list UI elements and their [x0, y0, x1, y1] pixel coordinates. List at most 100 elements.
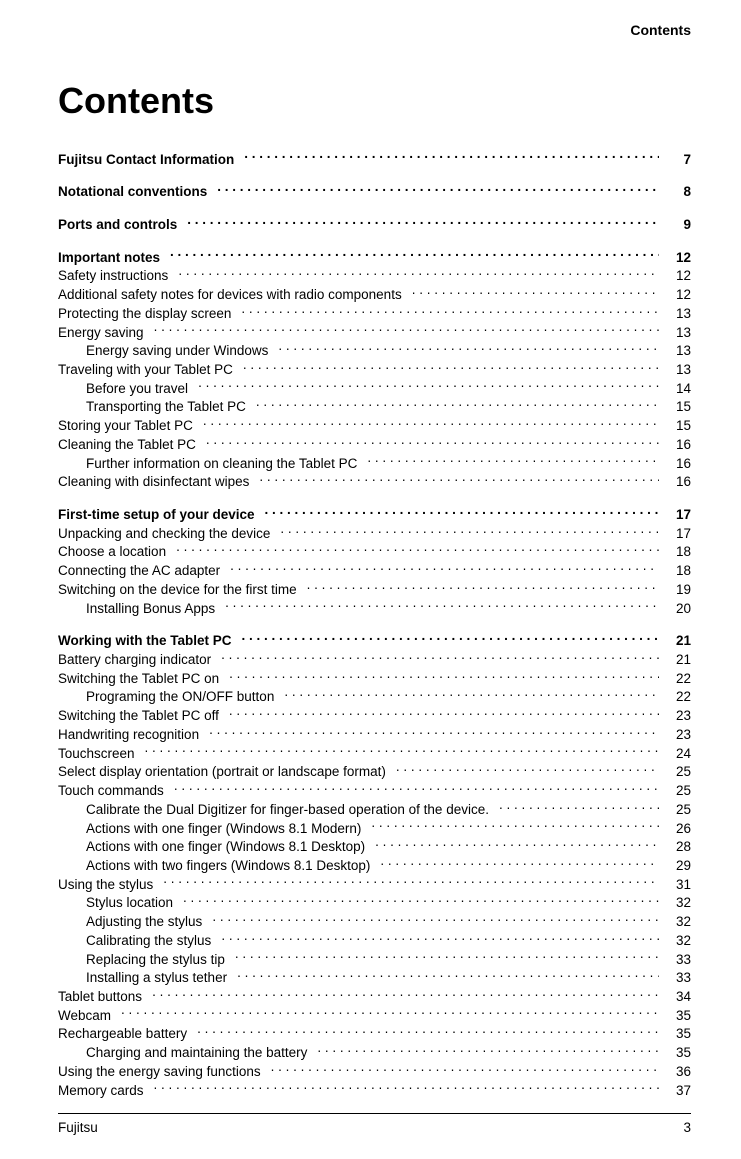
page: Contents Contents Fujitsu Contact Inform…: [0, 0, 741, 1159]
toc-leader-dots: [243, 360, 659, 374]
toc-entry: Cleaning with disinfectant wipes 16: [58, 473, 691, 492]
page-title: Contents: [58, 80, 691, 122]
toc-leader-dots: [230, 562, 659, 576]
toc-entry-label: Replacing the stylus tip: [58, 951, 225, 969]
toc-entry-page: 37: [665, 1082, 691, 1100]
toc-leader-dots: [256, 398, 659, 412]
toc-entry-page: 12: [665, 267, 691, 285]
toc-leader-dots: [242, 632, 659, 646]
toc-entry: Tablet buttons34: [58, 987, 691, 1006]
toc-entry: Programing the ON/OFF button22: [58, 688, 691, 707]
toc-entry-page: 24: [665, 745, 691, 763]
toc-entry: Important notes12: [58, 248, 691, 267]
toc-entry: Webcam35: [58, 1006, 691, 1025]
toc-section: Notational conventions8: [58, 183, 691, 202]
toc-entry: Battery charging indicator21: [58, 651, 691, 670]
toc-entry-page: 16: [665, 455, 691, 473]
toc-leader-dots: [307, 580, 659, 594]
toc-entry-label: Touchscreen: [58, 745, 135, 763]
toc-entry-page: 18: [665, 543, 691, 561]
toc-entry: Energy saving13: [58, 323, 691, 342]
toc-entry: Fujitsu Contact Information7: [58, 150, 691, 169]
toc-entry: Actions with one finger (Windows 8.1 Mod…: [58, 819, 691, 838]
toc-leader-dots: [163, 875, 659, 889]
toc-entry-label: Connecting the AC adapter: [58, 562, 220, 580]
toc-entry-page: 15: [665, 417, 691, 435]
toc-entry: Safety instructions 12: [58, 267, 691, 286]
toc-leader-dots: [284, 688, 659, 702]
toc-leader-dots: [371, 819, 659, 833]
toc-leader-dots: [317, 1044, 659, 1058]
toc-entry-label: Switching on the device for the first ti…: [58, 581, 297, 599]
toc-entry-label: Rechargeable battery: [58, 1025, 187, 1043]
toc-entry-label: Installing Bonus Apps: [58, 600, 215, 618]
toc-entry: Using the energy saving functions 36: [58, 1062, 691, 1081]
toc-entry-label: Notational conventions: [58, 183, 207, 201]
toc-entry: Handwriting recognition23: [58, 725, 691, 744]
toc-leader-dots: [154, 1081, 659, 1095]
toc-leader-dots: [280, 524, 659, 538]
toc-entry: Cleaning the Tablet PC16: [58, 435, 691, 454]
toc-entry: Additional safety notes for devices with…: [58, 286, 691, 305]
toc-entry-page: 22: [665, 688, 691, 706]
toc-leader-dots: [229, 707, 659, 721]
toc-entry-page: 32: [665, 913, 691, 931]
toc-entry-label: Using the energy saving functions: [58, 1063, 261, 1081]
toc-leader-dots: [221, 651, 659, 665]
toc-leader-dots: [183, 894, 659, 908]
toc-entry-label: Additional safety notes for devices with…: [58, 286, 402, 304]
toc-entry-label: First-time setup of your device: [58, 506, 255, 524]
toc-entry-page: 9: [665, 216, 691, 234]
toc-entry-label: Stylus location: [58, 894, 173, 912]
toc-entry: Working with the Tablet PC21: [58, 632, 691, 651]
toc-entry-label: Ports and controls: [58, 216, 177, 234]
toc-entry: Traveling with your Tablet PC13: [58, 360, 691, 379]
toc-entry-page: 35: [665, 1007, 691, 1025]
toc-entry: Adjusting the stylus32: [58, 913, 691, 932]
toc-leader-dots: [259, 473, 659, 487]
toc-entry-label: Safety instructions: [58, 267, 168, 285]
toc-entry-label: Touch commands: [58, 782, 164, 800]
toc-entry-label: Choose a location: [58, 543, 166, 561]
toc-leader-dots: [278, 342, 659, 356]
toc-entry: Installing Bonus Apps20: [58, 599, 691, 618]
toc-entry-page: 13: [665, 342, 691, 360]
toc-entry-page: 12: [665, 249, 691, 267]
table-of-contents: Fujitsu Contact Information7 Notational c…: [58, 150, 691, 1100]
toc-leader-dots: [121, 1006, 659, 1020]
toc-entry-page: 16: [665, 473, 691, 491]
toc-entry-label: Storing your Tablet PC: [58, 417, 193, 435]
toc-entry-label: Energy saving under Windows: [58, 342, 268, 360]
toc-entry-page: 36: [665, 1063, 691, 1081]
toc-entry-page: 33: [665, 951, 691, 969]
toc-entry-page: 21: [665, 632, 691, 650]
toc-leader-dots: [265, 506, 659, 520]
footer-left: Fujitsu: [58, 1120, 98, 1135]
toc-leader-dots: [221, 931, 659, 945]
toc-section: Important notes12Safety instructions 12 Ad…: [58, 248, 691, 491]
toc-entry-page: 22: [665, 670, 691, 688]
toc-entry: Stylus location32: [58, 894, 691, 913]
toc-leader-dots: [380, 856, 659, 870]
toc-entry-label: Further information on cleaning the Tabl…: [58, 455, 357, 473]
toc-entry-label: Calibrating the stylus: [58, 932, 211, 950]
toc-entry-page: 12: [665, 286, 691, 304]
toc-entry: Ports and controls 9: [58, 215, 691, 234]
toc-leader-dots: [145, 744, 659, 758]
toc-leader-dots: [225, 599, 659, 613]
toc-entry-page: 13: [665, 305, 691, 323]
toc-entry-page: 25: [665, 763, 691, 781]
toc-entry-label: Memory cards: [58, 1082, 144, 1100]
toc-entry: Actions with two fingers (Windows 8.1 De…: [58, 856, 691, 875]
toc-entry: Installing a stylus tether33: [58, 969, 691, 988]
toc-leader-dots: [209, 725, 659, 739]
toc-leader-dots: [154, 323, 659, 337]
toc-leader-dots: [367, 454, 659, 468]
toc-leader-dots: [174, 782, 659, 796]
toc-entry: Further information on cleaning the Tabl…: [58, 454, 691, 473]
toc-entry: Protecting the display screen13: [58, 304, 691, 323]
toc-entry-page: 35: [665, 1044, 691, 1062]
toc-entry-label: Cleaning with disinfectant wipes: [58, 473, 249, 491]
toc-leader-dots: [178, 267, 659, 281]
toc-entry: Touch commands25: [58, 782, 691, 801]
